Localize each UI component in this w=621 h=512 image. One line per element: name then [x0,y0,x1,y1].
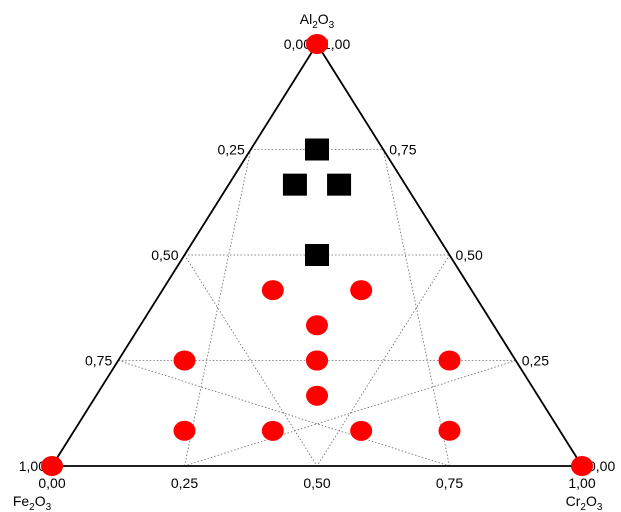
tick-labels: 0,00 1,000,000,25 0,750,250,50 0,500,500,75… [19,36,616,491]
tick-label-right: 0,25 [522,353,549,369]
circle-marker [261,280,284,301]
grid-line [184,149,252,467]
tick-label-left: 0,75 [85,353,112,369]
triangle-outline [50,42,584,467]
circle-marker [438,350,461,371]
tick-label-bottom: 0,75 [436,475,463,491]
triangle-frame [50,42,584,467]
circle-marker [438,420,461,441]
tick-label-right: 0,00 [588,458,615,474]
circle-marker [173,350,196,371]
circle-marker [571,456,593,476]
tick-label-right: 0,50 [456,247,483,263]
grid-lines [118,149,516,467]
square-marker [327,173,352,196]
circle-marker [173,420,196,441]
vertex-label-right: Cr2O3 [566,493,603,512]
circle-marker [261,420,284,441]
tick-label-bottom: 0,25 [171,475,198,491]
tick-label-left: 0,00 [284,36,311,52]
circle-marker [305,315,328,336]
data-markers [41,34,593,476]
circle-marker [306,34,328,54]
vertex-labels: Al2O3 Fe2O3 Cr2O3 [13,11,603,512]
tick-label-bottom: 0,00 [38,475,65,491]
tick-label-bottom: 1,00 [568,475,595,491]
circle-marker [306,350,328,371]
square-marker [305,138,329,161]
square-marker [305,244,329,266]
grid-line [316,254,450,467]
circle-marker [41,456,63,476]
grid-line [382,149,450,467]
square-marker [282,173,307,196]
tick-label-bottom: 0,50 [303,475,330,491]
circle-marker [350,280,373,301]
tick-label-left: 1,00 [19,458,46,474]
circle-marker [350,420,373,441]
vertex-label-left: Fe2O3 [13,493,52,512]
circle-marker [306,385,329,406]
tick-label-right: 0,75 [389,142,416,158]
tick-label-left: 0,25 [218,142,245,158]
tick-label-left: 0,50 [151,247,178,263]
vertex-label-top: Al2O3 [300,11,335,31]
tick-label-right: 1,00 [323,36,350,52]
